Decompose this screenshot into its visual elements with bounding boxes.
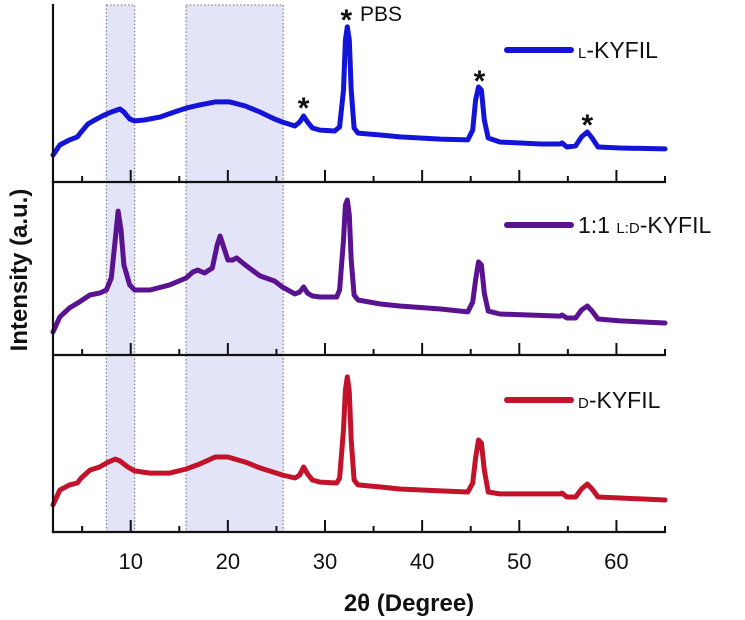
y-axis-title: Intensity (a.u.) [6, 189, 33, 352]
x-tick-label: 30 [313, 549, 337, 574]
x-tick-label: 50 [507, 549, 531, 574]
x-ticks [81, 170, 666, 532]
x-tick-label: 20 [216, 549, 240, 574]
annotation-label-pbs: PBS [360, 3, 402, 26]
annotations: * * PBS * * [298, 3, 594, 142]
peak-marker-asterisk: * [341, 4, 353, 37]
series-curve-d-kyfil [50, 374, 668, 508]
peak-marker-asterisk: * [298, 92, 310, 125]
axes [51, 3, 667, 534]
series-curve-1-1-ld-kyfil [50, 197, 668, 335]
x-tick-label: 10 [118, 549, 142, 574]
series-curves [50, 24, 668, 508]
legend-d-kyfil: D-KYFIL [504, 387, 661, 413]
series-curve-l-kyfil [50, 24, 668, 158]
legend-label-d-kyfil: D-KYFIL [578, 387, 661, 413]
peak-marker-asterisk: * [474, 65, 486, 98]
x-tick-label: 40 [410, 549, 434, 574]
legend-label-l-kyfil: L-KYFIL [578, 37, 658, 63]
shaded-regions [105, 4, 284, 533]
shaded-region-2 [185, 4, 284, 533]
x-axis-title: 2θ (Degree) [344, 590, 474, 617]
peak-marker-asterisk: * [581, 109, 593, 142]
x-tick-label: 60 [604, 549, 628, 574]
legend-label-1-1-ld-kyfil: 1:1 L:D-KYFIL [578, 212, 711, 238]
x-tick-labels: 10 20 30 40 50 60 [118, 549, 628, 574]
legend-1-1-ld-kyfil: 1:1 L:D-KYFIL [504, 212, 711, 238]
legend-l-kyfil: L-KYFIL [504, 37, 658, 63]
